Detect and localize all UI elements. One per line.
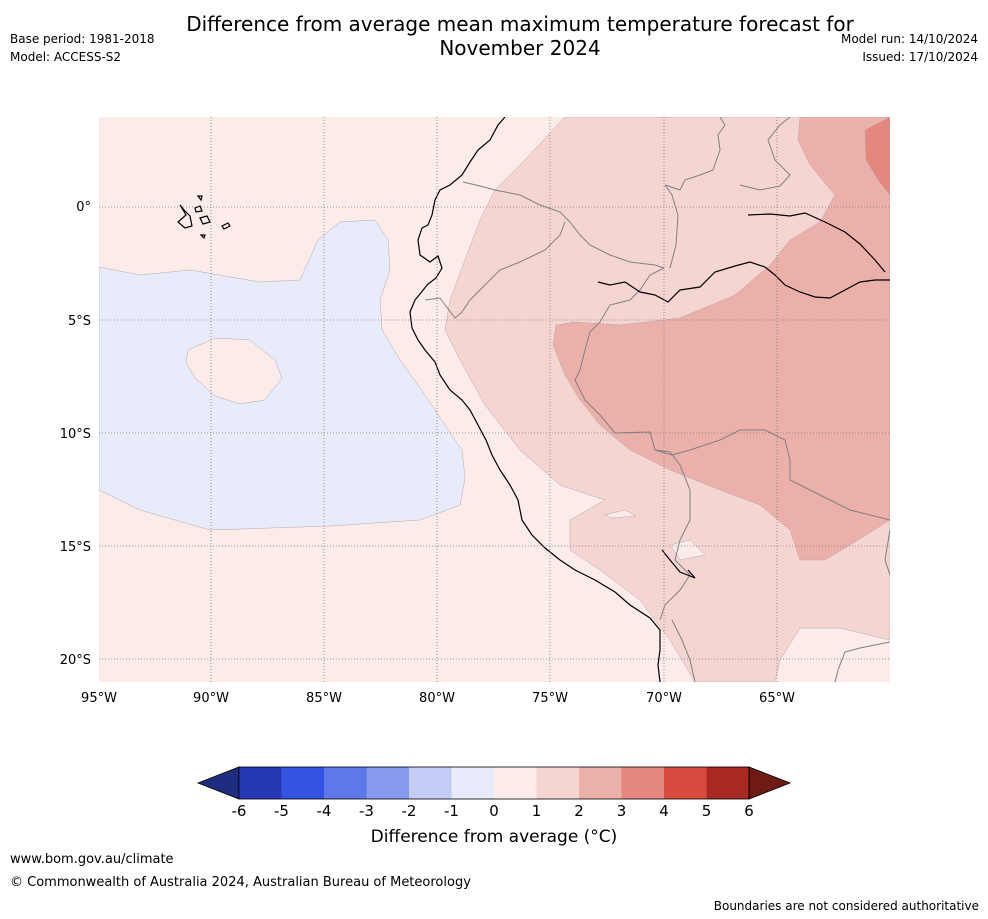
amazon-river [597, 261, 890, 303]
lat-label-15s: 15°S [60, 540, 91, 555]
island-santa-cruz [199, 215, 211, 225]
rio-negro [747, 212, 886, 273]
base-period: Base period: 1981-2018 [10, 32, 155, 46]
border-venezuela-east [739, 117, 791, 191]
model-run: Model run: 14/10/2024 [840, 32, 978, 46]
lon-label-80w: 80°W [419, 691, 455, 706]
colorbar-tick-label: 3 [617, 802, 627, 820]
colorbar-tick-label: 0 [489, 802, 499, 820]
island-isabela [177, 204, 193, 229]
island-pinta [196, 195, 203, 202]
lon-label-75w: 75°W [532, 691, 568, 706]
border-chile-bolivia [671, 619, 696, 682]
anomaly-region-minus1-0 [99, 219, 466, 531]
border-bolivia-paraguay [884, 529, 890, 576]
colorbar-tick-label: -6 [232, 802, 247, 820]
border-venezuela-brazil [664, 117, 726, 191]
coastlines [409, 117, 890, 682]
country-borders [424, 117, 890, 682]
lat-label-10s: 10°S [60, 427, 91, 442]
colorbar-tick-label: 5 [702, 802, 712, 820]
colorbar-swatch [239, 767, 282, 799]
colorbar-swatch [621, 767, 664, 799]
issued-date: Issued: 17/10/2024 [862, 50, 978, 64]
colorbar-title: Difference from average (°C) [370, 827, 618, 847]
lon-label-85w: 85°W [306, 691, 342, 706]
colorbar-swatch [494, 767, 537, 799]
lat-label-5s: 5°S [68, 314, 91, 329]
border-colombia-brazil [664, 184, 679, 269]
colorbar: -6 -5 -4 -3 -2 -1 0 1 2 3 4 5 6 [196, 766, 792, 820]
border-peru-colombia-brazil [574, 267, 691, 541]
lon-label-95w: 95°W [81, 691, 117, 706]
meta-left: Base period: 1981-2018 Model: ACCESS-S2 [10, 30, 155, 66]
colorbar-border [238, 766, 750, 800]
colorbar-swatch [366, 767, 409, 799]
footer-disclaimer: Boundaries are not considered authoritat… [713, 899, 979, 913]
island-san-cristobal [221, 222, 231, 230]
map-title: Difference from average mean maximum tem… [0, 12, 988, 60]
lon-label-65w: 65°W [759, 691, 795, 706]
colorbar-tick-label: 6 [744, 802, 754, 820]
lake-titicaca [661, 549, 696, 579]
border-bolivia-brazil [654, 429, 890, 521]
anomaly-region-island-0-1 [185, 337, 283, 405]
colorbar-tick-label: 2 [574, 802, 584, 820]
island-floreana [199, 234, 206, 240]
colorbar-swatch [536, 767, 579, 799]
colorbar-swatch [409, 767, 452, 799]
title-line-1: Difference from average mean maximum tem… [186, 12, 854, 36]
colorbar-swatch [451, 767, 494, 799]
colorbar-swatch [664, 767, 707, 799]
footer-copyright: © Commonwealth of Australia 2024, Austra… [10, 875, 471, 890]
colorbar-extend-high [748, 766, 792, 800]
anomaly-region-patch-0-1 [604, 509, 637, 519]
colorbar-swatch [281, 767, 324, 799]
lat-label-0: 0° [76, 200, 91, 215]
colorbar-tick-label: 4 [659, 802, 669, 820]
colorbar-swatch [706, 767, 749, 799]
border-argentina [834, 641, 890, 682]
colorbar-swatch [579, 767, 622, 799]
border-ecuador-peru [424, 221, 566, 319]
footer-url[interactable]: www.bom.gov.au/climate [10, 852, 174, 867]
colorbar-swatch [324, 767, 367, 799]
meta-right: Model run: 14/10/2024 Issued: 17/10/2024 [841, 30, 978, 66]
lat-label-20s: 20°S [60, 653, 91, 668]
colorbar-extend-low [196, 766, 240, 800]
colorbar-tick-label: -3 [359, 802, 374, 820]
colorbar-tick-label: -1 [444, 802, 459, 820]
pacific-coastline [409, 117, 661, 682]
colorbar-tick-label: 1 [532, 802, 542, 820]
anomaly-region-plus3-4 [864, 117, 890, 196]
model-name: Model: ACCESS-S2 [10, 50, 122, 64]
colorbar-tick-label: -2 [402, 802, 417, 820]
lon-label-70w: 70°W [646, 691, 682, 706]
anomaly-region-plus2-3 [552, 117, 890, 561]
colorbar-tick-label: -4 [317, 802, 332, 820]
map-area [99, 117, 890, 682]
graticule [99, 117, 890, 682]
lat-labels: 0° 5°S 10°S 15°S 20°S [60, 200, 91, 668]
colorbar-tick-label: -5 [274, 802, 289, 820]
lon-labels: 95°W 90°W 85°W 80°W 75°W 70°W 65°W [81, 691, 795, 706]
border-peru-bolivia [659, 539, 691, 621]
border-colombia-ecuador [462, 181, 665, 269]
title-line-2: November 2024 [439, 36, 601, 60]
lon-label-90w: 90°W [193, 691, 229, 706]
